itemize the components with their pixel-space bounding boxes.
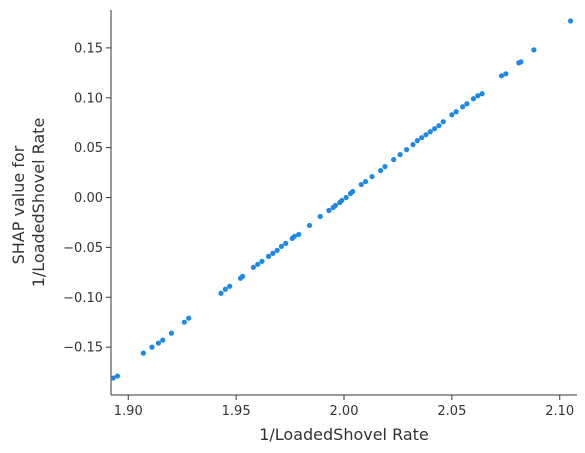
x-axis-ticks: 1.90 1.95 2.00 2.05 2.10	[114, 395, 574, 419]
scatter-point	[278, 243, 285, 249]
scatter-point	[265, 253, 272, 259]
scatter-point	[414, 138, 420, 144]
scatter-point	[358, 181, 364, 188]
scatter-point	[339, 197, 345, 204]
scatter-point	[255, 261, 261, 267]
y-axis-title-line-2: 1/LoadedShovel Rate	[29, 118, 48, 288]
y-tick-label: −0.05	[63, 241, 103, 256]
scatter-point	[240, 273, 246, 279]
scatter-point	[464, 101, 470, 107]
scatter-point	[149, 344, 155, 350]
scatter-point	[460, 104, 466, 110]
scatter-point	[531, 47, 537, 53]
scatter-point	[475, 93, 481, 99]
scatter-point	[296, 231, 302, 238]
x-tick-label: 1.95	[222, 404, 251, 419]
x-tick-label: 1.90	[114, 404, 143, 419]
scatter-point	[114, 373, 121, 379]
scatter-point	[270, 250, 276, 256]
scatter-point	[470, 96, 477, 102]
scatter-point	[498, 73, 505, 79]
axes	[110, 10, 577, 396]
scatter-point	[423, 132, 429, 138]
scatter-point	[391, 157, 397, 163]
scatter-point	[291, 233, 297, 240]
y-tick-label: 0.10	[74, 91, 103, 106]
scatter-point	[306, 222, 313, 229]
scatter-point	[369, 173, 375, 180]
x-tick-label: 2.05	[437, 404, 466, 419]
scatter-point	[419, 135, 425, 141]
y-tick-label: 0.00	[74, 191, 103, 206]
scatter-point	[453, 109, 459, 115]
scatter-point	[181, 319, 187, 325]
scatter-point	[436, 123, 442, 129]
scatter-point	[317, 213, 323, 220]
scatter-point	[227, 283, 233, 289]
scatter-point	[326, 207, 332, 214]
scatter-point	[110, 375, 116, 381]
scatter-point	[168, 330, 175, 336]
y-tick-label: −0.15	[63, 341, 103, 356]
scatter-point	[250, 264, 256, 270]
scatter-point	[432, 126, 438, 132]
scatter-point	[518, 59, 524, 65]
scatter-point	[186, 315, 192, 321]
scatter-point	[567, 18, 574, 24]
scatter-point	[410, 142, 416, 148]
scatter-points	[110, 18, 574, 381]
y-axis-title-line-1: SHAP value for	[9, 145, 28, 264]
scatter-point	[403, 147, 410, 153]
scatter-point	[155, 340, 162, 346]
scatter-point	[440, 119, 446, 125]
scatter-point	[362, 178, 369, 185]
scatter-point	[343, 194, 349, 201]
scatter-point	[479, 91, 485, 97]
scatter-point	[427, 129, 433, 135]
x-axis-title: 1/LoadedShovel Rate	[259, 425, 429, 444]
scatter-point	[378, 167, 384, 174]
scatter-point	[274, 247, 280, 253]
scatter-point	[397, 152, 403, 158]
scatter-point	[449, 112, 455, 118]
y-tick-label: 0.05	[74, 141, 103, 156]
scatter-point	[259, 258, 265, 264]
scatter-point	[350, 188, 356, 195]
y-axis-title: SHAP value for 1/LoadedShovel Rate	[9, 118, 48, 288]
scatter-point	[160, 337, 166, 343]
scatter-point	[140, 350, 146, 356]
scatter-point	[222, 286, 228, 292]
x-tick-label: 2.10	[545, 404, 574, 419]
scatter-point	[503, 71, 509, 77]
x-tick-label: 2.00	[330, 404, 359, 419]
scatter-point	[218, 290, 224, 296]
scatter-point	[283, 240, 289, 246]
y-tick-label: −0.10	[63, 291, 103, 306]
y-tick-label: 0.15	[74, 41, 103, 56]
y-axis-ticks: −0.15 −0.10 −0.05 0.00 0.05 0.10 0.15	[63, 41, 111, 356]
scatter-point	[332, 202, 338, 209]
scatter-point	[382, 163, 388, 170]
